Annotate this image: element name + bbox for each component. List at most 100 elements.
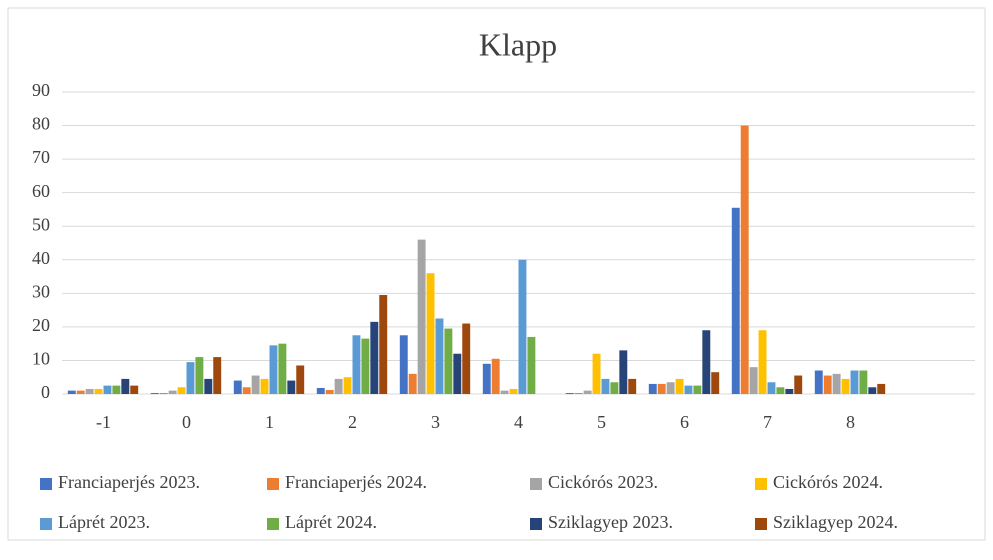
bar — [794, 375, 803, 394]
bar — [103, 385, 112, 394]
legend-label: Franciaperjés 2024. — [285, 472, 427, 492]
x-tick-label: 2 — [348, 412, 357, 432]
bar — [518, 259, 527, 394]
bar — [408, 373, 417, 394]
bar — [610, 382, 619, 394]
bar — [334, 378, 343, 394]
bar — [565, 392, 574, 394]
bar — [500, 390, 509, 394]
bar — [379, 295, 388, 394]
bar — [832, 373, 841, 394]
legend-swatch — [530, 478, 542, 490]
bar — [204, 378, 213, 394]
bar — [417, 239, 426, 394]
x-tick-label: 8 — [846, 412, 855, 432]
bar — [370, 321, 379, 394]
bar — [731, 207, 740, 394]
bar — [278, 343, 287, 394]
bar — [859, 370, 868, 394]
bar — [527, 336, 536, 394]
bar — [491, 358, 500, 394]
bar — [296, 365, 305, 394]
bar — [482, 363, 491, 394]
bar — [195, 357, 204, 394]
bar — [740, 125, 749, 395]
legend-label: Láprét 2024. — [285, 512, 377, 532]
legend-label: Láprét 2023. — [58, 512, 150, 532]
x-tick-label: 5 — [597, 412, 606, 432]
bar — [583, 390, 592, 394]
bar — [758, 330, 767, 394]
x-tick-label: 1 — [265, 412, 274, 432]
bar — [361, 338, 370, 394]
x-tick-label: -1 — [96, 412, 111, 432]
bar — [785, 388, 794, 394]
bar — [316, 387, 325, 394]
bar — [177, 387, 186, 394]
bar — [877, 383, 886, 394]
bar — [702, 330, 711, 394]
bar — [343, 377, 352, 394]
bar — [814, 370, 823, 394]
bar — [666, 382, 675, 394]
bar — [841, 378, 850, 394]
y-tick-label: 70 — [32, 147, 50, 167]
bar — [186, 362, 195, 394]
bar — [693, 385, 702, 394]
bar — [67, 390, 76, 394]
legend-label: Sziklagyep 2023. — [548, 512, 673, 532]
bar — [426, 273, 435, 394]
bar — [619, 350, 628, 394]
legend-swatch — [267, 478, 279, 490]
bar — [850, 370, 859, 394]
bar — [435, 318, 444, 394]
y-tick-label: 50 — [32, 214, 50, 234]
bar — [868, 387, 877, 394]
bar — [444, 328, 453, 394]
bar — [628, 378, 637, 394]
bar — [574, 392, 583, 394]
bar — [657, 383, 666, 394]
bar — [94, 388, 103, 394]
bar — [233, 380, 242, 394]
y-tick-label: 80 — [32, 114, 50, 134]
bar — [260, 378, 269, 394]
bar — [767, 382, 776, 394]
bar — [592, 353, 601, 394]
legend-label: Cickórós 2023. — [548, 472, 658, 492]
y-tick-label: 20 — [32, 315, 50, 335]
legend-swatch — [40, 478, 52, 490]
y-tick-label: 0 — [41, 382, 50, 402]
bar — [85, 388, 94, 394]
bar — [130, 385, 139, 394]
bar — [242, 387, 251, 394]
bar — [462, 323, 471, 394]
legend-label: Sziklagyep 2024. — [773, 512, 898, 532]
bar — [213, 357, 222, 394]
x-tick-label: 3 — [431, 412, 440, 432]
bar — [684, 385, 693, 394]
bar — [112, 385, 121, 394]
bar — [823, 375, 832, 394]
y-tick-label: 30 — [32, 281, 50, 301]
legend-label: Franciaperjés 2023. — [58, 472, 200, 492]
bar — [776, 387, 785, 394]
bar — [287, 380, 296, 394]
bar — [711, 372, 720, 394]
bar — [352, 335, 361, 394]
bar — [675, 378, 684, 394]
bar — [399, 335, 408, 394]
bar — [509, 388, 518, 394]
chart-title: Klapp — [479, 26, 557, 62]
legend-swatch — [267, 518, 279, 530]
x-tick-label: 7 — [763, 412, 772, 432]
bar — [121, 378, 130, 394]
bar — [251, 375, 260, 394]
bar — [648, 383, 657, 394]
legend-swatch — [755, 478, 767, 490]
legend-swatch — [530, 518, 542, 530]
chart-border — [7, 7, 986, 541]
bar — [168, 390, 177, 394]
bar — [325, 389, 334, 394]
